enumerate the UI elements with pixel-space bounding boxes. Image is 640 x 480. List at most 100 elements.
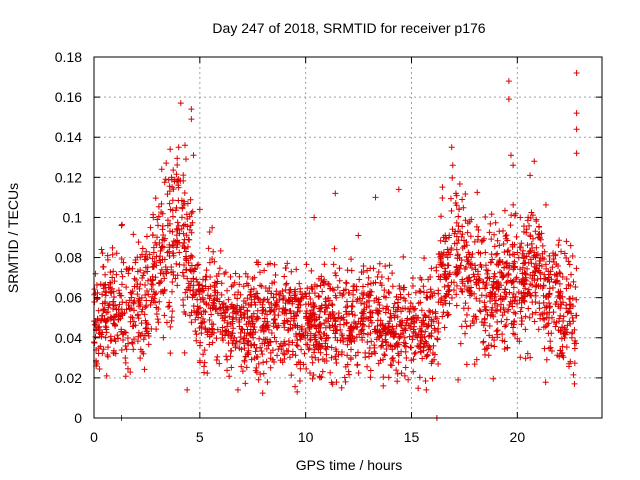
chart-title: Day 247 of 2018, SRMTID for receiver p17…	[212, 20, 485, 36]
data-point	[402, 348, 409, 355]
data-point	[509, 300, 516, 307]
data-point	[238, 303, 245, 310]
data-point	[271, 334, 278, 341]
data-point	[125, 270, 132, 277]
data-point	[312, 336, 319, 343]
data-point	[188, 106, 195, 113]
data-point	[421, 255, 428, 262]
data-point	[540, 324, 547, 331]
data-point	[475, 249, 482, 256]
data-point	[459, 196, 466, 203]
data-point	[229, 330, 236, 337]
data-point	[555, 289, 562, 296]
data-point	[367, 313, 374, 320]
data-point	[264, 261, 271, 268]
data-point	[401, 372, 408, 379]
data-point	[213, 335, 220, 342]
data-point	[192, 316, 199, 323]
data-point	[142, 325, 149, 332]
data-point	[486, 332, 493, 339]
data-point	[409, 336, 416, 343]
data-point	[311, 281, 318, 288]
data-point	[423, 340, 430, 347]
data-point	[99, 300, 106, 307]
data-point	[161, 275, 168, 282]
data-point	[386, 290, 393, 297]
data-point	[176, 230, 183, 237]
data-point	[418, 337, 425, 344]
data-point	[403, 355, 410, 362]
data-point	[157, 270, 164, 277]
data-point	[155, 280, 162, 287]
data-point	[563, 254, 570, 261]
data-point	[509, 251, 516, 258]
data-point	[240, 283, 247, 290]
data-point	[454, 251, 461, 258]
data-point	[451, 240, 458, 247]
data-point	[168, 314, 175, 321]
data-point	[311, 290, 318, 297]
data-point	[263, 345, 270, 352]
data-point	[278, 346, 285, 353]
data-point	[467, 277, 474, 284]
data-point	[99, 312, 106, 319]
data-point	[453, 302, 460, 309]
data-point	[513, 233, 520, 240]
data-point	[376, 308, 383, 315]
data-point	[226, 373, 233, 380]
data-point	[392, 330, 399, 337]
data-point	[498, 301, 505, 308]
data-point	[550, 259, 557, 266]
data-point	[405, 376, 412, 383]
data-point	[141, 256, 148, 263]
data-point	[211, 300, 218, 307]
data-point	[174, 161, 181, 168]
data-point	[285, 337, 292, 344]
x-tick-labels: 0 5 10 15 20	[90, 429, 525, 445]
data-point	[545, 320, 552, 327]
data-point	[344, 361, 351, 368]
data-point	[536, 262, 543, 269]
data-point	[301, 350, 308, 357]
data-point	[141, 366, 148, 373]
data-point	[241, 335, 248, 342]
data-point	[536, 305, 543, 312]
data-point	[559, 343, 566, 350]
data-point	[303, 365, 310, 372]
data-point	[273, 338, 280, 345]
data-point	[130, 318, 137, 325]
data-point	[542, 261, 549, 268]
data-point	[425, 322, 432, 329]
data-point	[518, 315, 525, 322]
data-point	[410, 328, 417, 335]
data-point	[371, 342, 378, 349]
data-point	[546, 299, 553, 306]
data-point	[267, 349, 274, 356]
data-point	[264, 318, 271, 325]
data-point	[550, 250, 557, 257]
data-point	[565, 360, 572, 367]
data-point	[513, 274, 520, 281]
data-point	[198, 330, 205, 337]
data-point	[199, 282, 206, 289]
data-point	[234, 302, 241, 309]
data-point	[402, 340, 409, 347]
data-point	[510, 284, 517, 291]
data-point	[265, 299, 272, 306]
data-point	[139, 306, 146, 313]
data-point	[185, 280, 192, 287]
data-point	[417, 334, 424, 341]
data-point	[511, 318, 518, 325]
data-point	[412, 349, 419, 356]
data-point	[268, 290, 275, 297]
data-point	[569, 314, 576, 321]
data-point	[561, 334, 568, 341]
data-point	[279, 288, 286, 295]
data-point	[309, 375, 316, 382]
data-point	[239, 368, 246, 375]
data-point	[390, 355, 397, 362]
data-point	[253, 369, 260, 376]
data-point	[380, 382, 387, 389]
data-point	[122, 354, 129, 361]
data-point	[193, 309, 200, 316]
